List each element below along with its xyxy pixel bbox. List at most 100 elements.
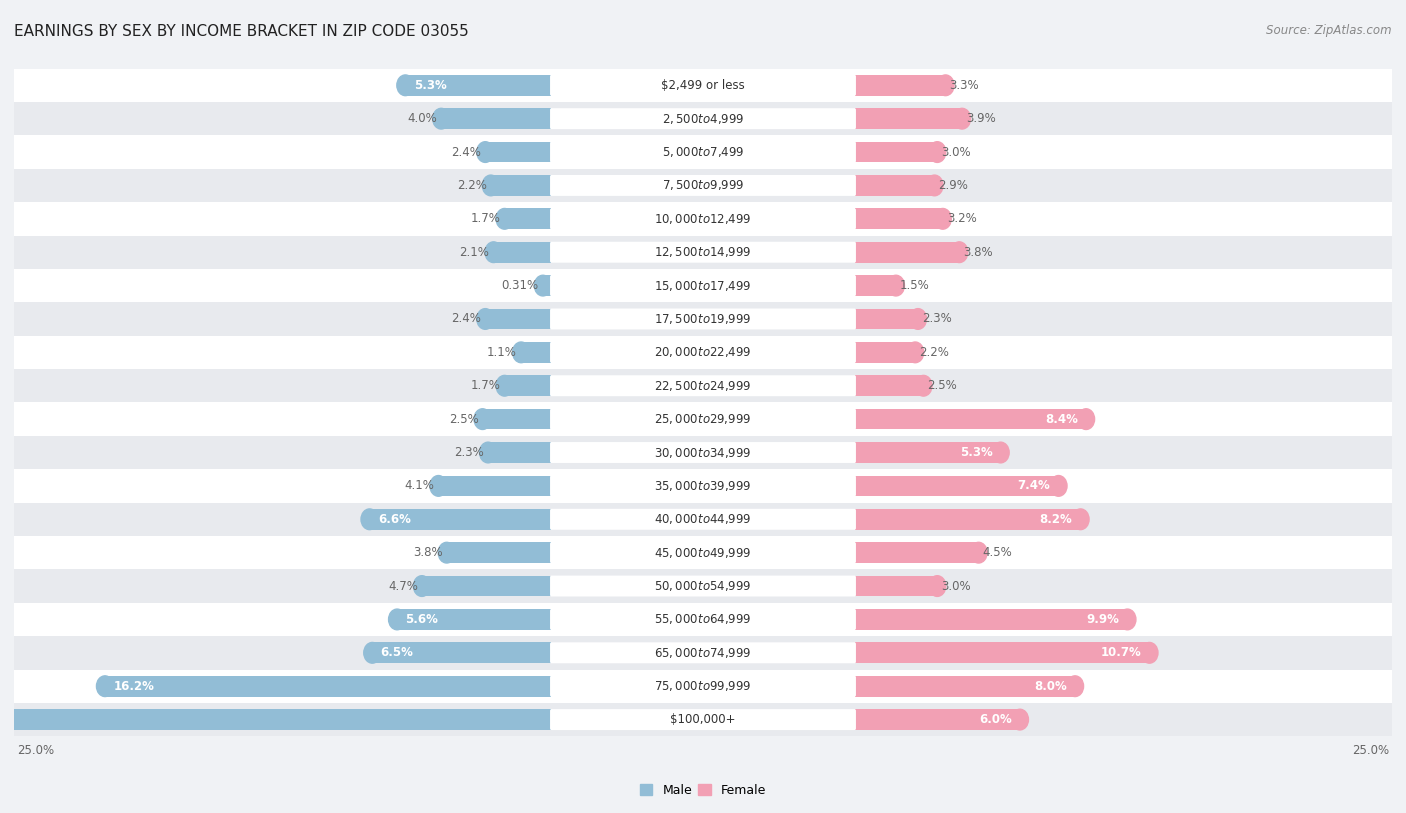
Text: 5.6%: 5.6% (405, 613, 439, 626)
Text: 7.4%: 7.4% (1018, 480, 1050, 493)
Circle shape (1119, 609, 1136, 630)
FancyBboxPatch shape (550, 141, 856, 163)
Text: $2,500 to $4,999: $2,500 to $4,999 (662, 111, 744, 126)
Text: $25,000 to $29,999: $25,000 to $29,999 (654, 412, 752, 426)
Text: $10,000 to $12,499: $10,000 to $12,499 (654, 212, 752, 226)
Text: 4.7%: 4.7% (388, 580, 418, 593)
FancyBboxPatch shape (550, 241, 856, 263)
Bar (855, 75, 945, 96)
Text: Source: ZipAtlas.com: Source: ZipAtlas.com (1267, 24, 1392, 37)
Text: 2.2%: 2.2% (920, 346, 949, 359)
Bar (494, 241, 551, 263)
Text: 2.2%: 2.2% (457, 179, 486, 192)
Bar (0, 709, 551, 730)
Text: $75,000 to $99,999: $75,000 to $99,999 (654, 679, 752, 693)
Text: 6.5%: 6.5% (381, 646, 413, 659)
Text: 1.7%: 1.7% (471, 379, 501, 392)
Bar (855, 642, 1150, 663)
Bar (505, 208, 551, 229)
Text: 3.8%: 3.8% (963, 246, 993, 259)
Bar (14, 68, 1392, 102)
Text: 4.0%: 4.0% (408, 112, 437, 125)
Bar (855, 309, 918, 329)
Bar (855, 342, 915, 363)
Text: 8.0%: 8.0% (1033, 680, 1067, 693)
Bar (14, 236, 1392, 269)
Bar (14, 670, 1392, 703)
Text: $2,499 or less: $2,499 or less (661, 79, 745, 92)
Circle shape (496, 376, 513, 396)
Text: 3.0%: 3.0% (942, 146, 972, 159)
Bar (855, 476, 1059, 496)
FancyBboxPatch shape (550, 75, 856, 96)
Circle shape (477, 309, 494, 329)
Circle shape (907, 342, 924, 363)
FancyBboxPatch shape (550, 642, 856, 663)
Bar (396, 609, 551, 630)
Bar (505, 376, 551, 396)
Bar (855, 175, 935, 196)
Bar (482, 409, 551, 429)
Bar (14, 302, 1392, 336)
Circle shape (97, 676, 114, 697)
Bar (405, 75, 551, 96)
Circle shape (482, 175, 499, 196)
Bar (14, 369, 1392, 402)
Text: 1.5%: 1.5% (900, 279, 929, 292)
Circle shape (439, 542, 456, 563)
Circle shape (477, 141, 494, 163)
Bar (491, 175, 551, 196)
Bar (14, 169, 1392, 202)
FancyBboxPatch shape (550, 376, 856, 396)
Circle shape (485, 241, 502, 263)
Text: 6.0%: 6.0% (979, 713, 1012, 726)
Bar (855, 208, 943, 229)
Circle shape (413, 576, 430, 597)
Circle shape (993, 442, 1010, 463)
Circle shape (388, 609, 406, 630)
Text: 5.3%: 5.3% (413, 79, 446, 92)
Text: 10.7%: 10.7% (1101, 646, 1142, 659)
Circle shape (513, 342, 530, 363)
Circle shape (929, 576, 946, 597)
Text: 8.2%: 8.2% (1039, 513, 1073, 526)
Bar (14, 502, 1392, 536)
Text: 25.0%: 25.0% (1353, 744, 1389, 757)
Bar (855, 609, 1128, 630)
Bar (855, 141, 938, 163)
Text: $22,500 to $24,999: $22,500 to $24,999 (654, 379, 752, 393)
Bar (855, 108, 962, 129)
Text: 6.6%: 6.6% (378, 513, 411, 526)
Bar (439, 476, 551, 496)
Text: $65,000 to $74,999: $65,000 to $74,999 (654, 646, 752, 660)
Circle shape (361, 509, 378, 529)
Bar (105, 676, 551, 697)
Bar (855, 542, 979, 563)
Text: $17,500 to $19,999: $17,500 to $19,999 (654, 312, 752, 326)
Text: 3.3%: 3.3% (949, 79, 979, 92)
Circle shape (534, 276, 551, 296)
Bar (14, 636, 1392, 670)
Bar (14, 536, 1392, 569)
Circle shape (910, 309, 927, 329)
Text: $50,000 to $54,999: $50,000 to $54,999 (654, 579, 752, 593)
Bar (543, 276, 551, 296)
Circle shape (934, 208, 952, 229)
Circle shape (1067, 676, 1084, 697)
Bar (14, 402, 1392, 436)
Circle shape (396, 75, 413, 96)
FancyBboxPatch shape (550, 275, 856, 296)
Bar (14, 202, 1392, 236)
FancyBboxPatch shape (550, 208, 856, 229)
Bar (485, 141, 551, 163)
FancyBboxPatch shape (550, 108, 856, 129)
Circle shape (430, 476, 447, 496)
Text: $45,000 to $49,999: $45,000 to $49,999 (654, 546, 752, 559)
Text: 2.4%: 2.4% (451, 146, 481, 159)
Text: $35,000 to $39,999: $35,000 to $39,999 (654, 479, 752, 493)
FancyBboxPatch shape (550, 542, 856, 563)
Bar (441, 108, 551, 129)
Bar (855, 576, 938, 597)
Text: 3.0%: 3.0% (942, 580, 972, 593)
Text: 8.4%: 8.4% (1045, 413, 1078, 426)
